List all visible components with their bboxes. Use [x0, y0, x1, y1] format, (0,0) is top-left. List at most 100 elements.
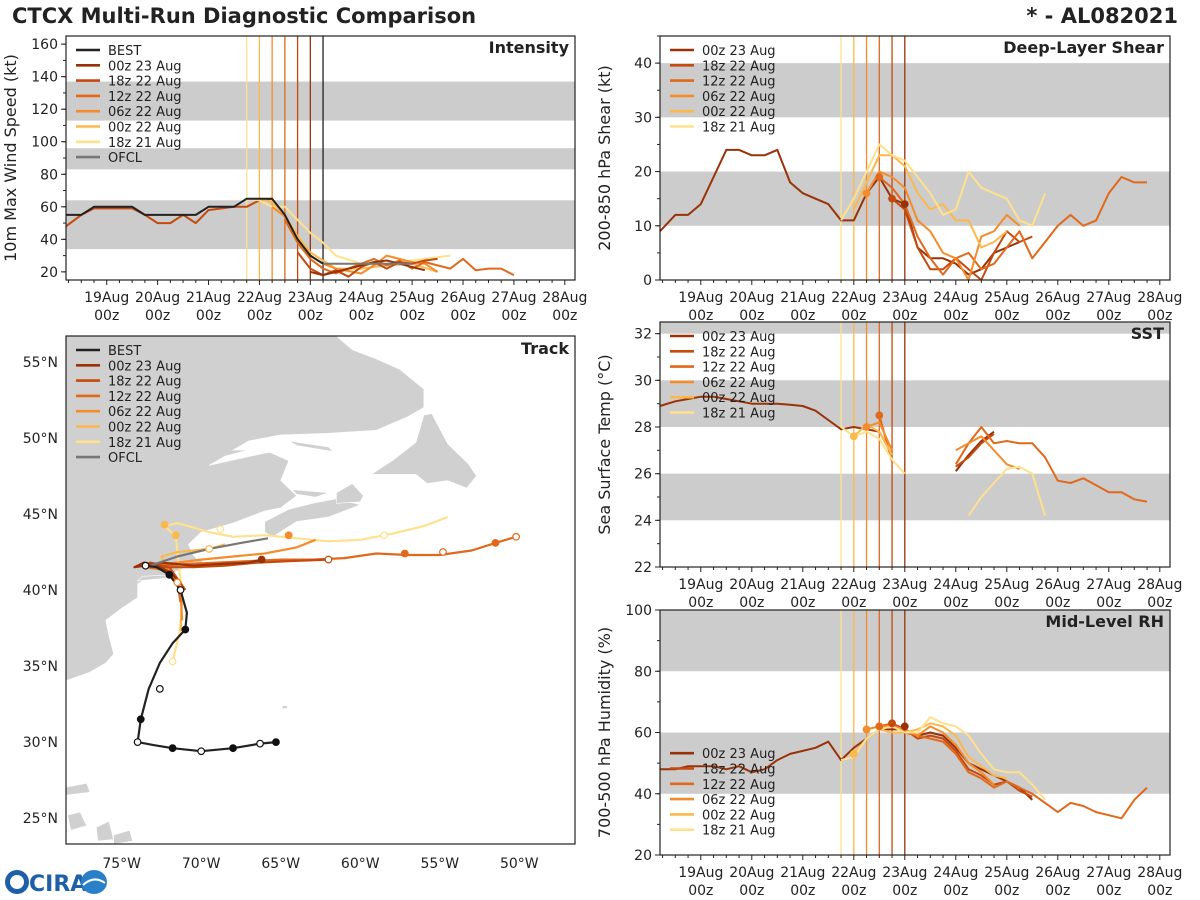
y-tick-label: 40: [634, 787, 652, 803]
legend-label: 00z 23 Aug: [702, 44, 776, 59]
series-line-r18z21: [840, 426, 906, 475]
legend-label: 00z 23 Aug: [702, 330, 776, 345]
x-tick-hour: 00z: [1147, 883, 1172, 899]
panel-intensity: 20 40 60 80 100 120 140 160 19Aug 00z 20Aug 00z 21Au…: [1, 35, 587, 324]
x-tick-date: 21Aug: [780, 290, 825, 306]
track-line-BEST: [136, 564, 277, 753]
legend-label: 18z 21 Aug: [108, 136, 182, 151]
y-tick-label: 80: [40, 167, 58, 183]
y-tick-label: 80: [634, 664, 652, 680]
x-tick-date: 27Aug: [491, 290, 536, 306]
x-tick-date: 27Aug: [1086, 290, 1131, 306]
x-tick-hour: 00z: [841, 308, 866, 324]
x-tick-date: 23Aug: [882, 290, 927, 306]
x-tick-hour: 00z: [94, 308, 119, 324]
y-tick-label: 60: [634, 726, 652, 742]
legend-label: 18z 22 Aug: [108, 375, 182, 390]
legend-label: 12z 22 Aug: [702, 75, 776, 90]
legend-label: 12z 22 Aug: [702, 778, 776, 793]
logo-text: CIRA: [29, 872, 87, 897]
track-point: [176, 586, 185, 594]
x-tick-hour: 00z: [400, 308, 425, 324]
legend-label: 00z 22 Aug: [108, 421, 182, 436]
track-point: [400, 549, 409, 558]
x-tick-date: 19Aug: [678, 865, 723, 881]
x-tick-date: 24Aug: [933, 865, 978, 881]
threshold-band: [660, 473, 1170, 521]
track-point: [284, 531, 293, 540]
track-point: [155, 684, 164, 693]
lat-tick-label: 30°N: [23, 735, 58, 751]
series-line-r00z23: [659, 395, 893, 456]
y-tick-label: 30: [634, 373, 652, 389]
track-point: [173, 578, 182, 587]
series-line-r18z22: [891, 197, 1033, 281]
x-tick-date: 19Aug: [678, 290, 723, 306]
legend-label: 00z 22 Aug: [702, 105, 776, 120]
legend-label: 06z 22 Aug: [108, 105, 182, 120]
legend-label: 12z 22 Aug: [108, 90, 182, 105]
track-point: [171, 531, 180, 540]
legend-label: 06z 22 Aug: [702, 793, 776, 808]
x-tick-date: 21Aug: [186, 290, 231, 306]
landmass-island: [113, 829, 134, 844]
legend-label: 18z 21 Aug: [702, 824, 776, 839]
lat-tick-label: 50°N: [23, 431, 58, 447]
track-point: [160, 520, 169, 529]
track-point: [197, 747, 206, 756]
legend-label: 12z 22 Aug: [108, 390, 182, 405]
y-tick-label: 0: [643, 273, 652, 289]
y-tick-label: 20: [40, 265, 58, 281]
x-tick-date: 25Aug: [984, 290, 1029, 306]
track-point: [229, 744, 237, 753]
track-point: [165, 570, 174, 579]
track-point: [136, 715, 145, 724]
legend-label: 00z 23 Aug: [108, 59, 182, 74]
init-marker: [875, 411, 884, 420]
x-tick-hour: 00z: [739, 883, 764, 899]
landmass-island: [291, 489, 329, 498]
track-point: [439, 548, 447, 556]
axes-frame: [659, 35, 1171, 281]
x-tick-hour: 00z: [841, 883, 866, 899]
y-axis-label: 700-500 hPa Humidity (%): [595, 627, 614, 838]
x-tick-hour: 00z: [1147, 308, 1172, 324]
x-tick-date: 26Aug: [1035, 865, 1080, 881]
threshold-band: [660, 63, 1170, 118]
y-tick-label: 24: [634, 513, 652, 529]
x-tick-date: 23Aug: [882, 865, 927, 881]
lon-tick-label: 75°W: [102, 856, 141, 872]
x-tick-hour: 00z: [892, 883, 917, 899]
x-tick-hour: 00z: [790, 883, 815, 899]
storm-id: * - AL082021: [1026, 4, 1178, 28]
init-marker: [900, 200, 909, 208]
axes-frame: [659, 321, 1171, 568]
threshold-band: [660, 732, 1170, 794]
legend-label: 18z 21 Aug: [702, 121, 776, 136]
series-line-r06z22: [955, 435, 1020, 470]
lon-tick-label: 60°W: [341, 856, 380, 872]
x-tick-hour: 00z: [298, 308, 323, 324]
x-tick-hour: 00z: [196, 308, 221, 324]
init-marker: [849, 432, 858, 441]
legend-label: 18z 21 Aug: [108, 436, 182, 451]
basemap: [66, 336, 521, 844]
legend-label: BEST: [108, 344, 141, 359]
x-tick-date: 23Aug: [882, 577, 927, 593]
lat-tick-label: 55°N: [23, 355, 58, 371]
x-tick-date: 19Aug: [84, 290, 129, 306]
x-tick-date: 28Aug: [1137, 865, 1182, 881]
lat-tick-label: 40°N: [23, 583, 58, 599]
landmass-island: [264, 498, 362, 538]
legend-label: 00z 23 Aug: [108, 359, 182, 374]
landmass-island: [95, 820, 115, 842]
legend-label: BEST: [108, 44, 141, 59]
lon-tick-label: 50°W: [500, 856, 539, 872]
lon-tick-label: 70°W: [182, 856, 221, 872]
track-point: [181, 625, 190, 634]
threshold-band: [660, 171, 1170, 226]
x-tick-date: 24Aug: [933, 577, 978, 593]
y-tick-label: 140: [31, 70, 58, 86]
legend-label: 18z 22 Aug: [702, 345, 776, 360]
